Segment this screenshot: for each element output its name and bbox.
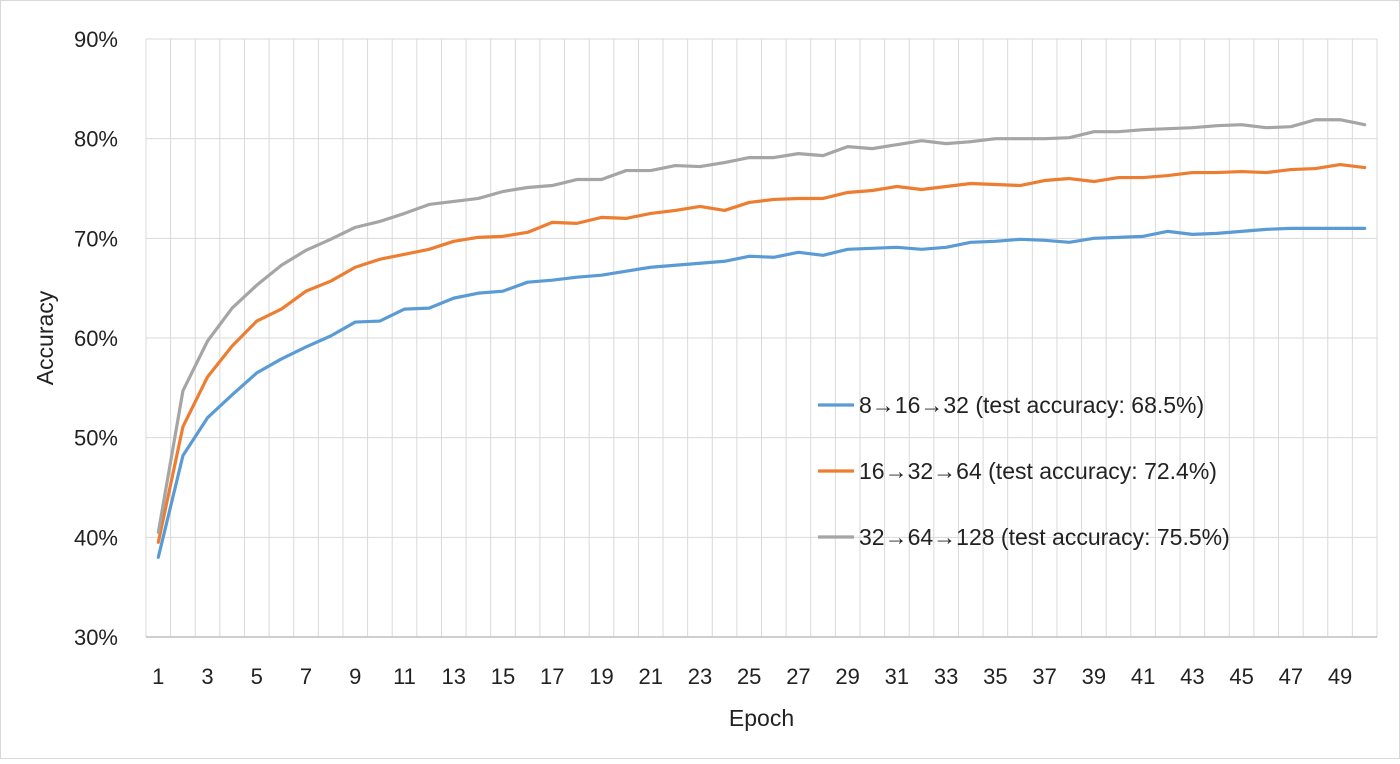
x-tick-label: 5 bbox=[251, 664, 263, 689]
x-axis-title: Epoch bbox=[729, 705, 794, 731]
x-tick-label: 23 bbox=[688, 664, 712, 689]
x-tick-label: 45 bbox=[1229, 664, 1253, 689]
y-tick-label: 70% bbox=[74, 226, 118, 251]
x-tick-label: 41 bbox=[1131, 664, 1155, 689]
y-tick-label: 90% bbox=[74, 27, 118, 52]
y-axis-tick-labels: 30% 40% 50% 60% 70% 80% 90% bbox=[74, 27, 118, 650]
series-lines bbox=[156, 118, 1367, 559]
x-tick-label: 21 bbox=[638, 664, 662, 689]
x-axis-tick-labels: 1 3 5 7 9 11 13 15 17 19 21 23 25 27 29 31 33 35 37 39 41 43 4… bbox=[152, 664, 1352, 689]
x-tick-label: 37 bbox=[1032, 664, 1056, 689]
x-tick-label: 47 bbox=[1279, 664, 1303, 689]
legend: 8→16→32 (test accuracy: 68.5%) 16→32→64 (… bbox=[818, 392, 1230, 550]
x-tick-label: 17 bbox=[540, 664, 564, 689]
x-tick-label: 39 bbox=[1082, 664, 1106, 689]
y-tick-label: 60% bbox=[74, 326, 118, 351]
x-tick-label: 13 bbox=[442, 664, 466, 689]
y-axis-title: Accuracy bbox=[32, 290, 58, 385]
x-tick-label: 7 bbox=[300, 664, 312, 689]
x-tick-label: 9 bbox=[349, 664, 361, 689]
y-tick-label: 30% bbox=[74, 625, 118, 650]
legend-label: 8→16→32 (test accuracy: 68.5%) bbox=[859, 392, 1204, 418]
x-tick-label: 25 bbox=[737, 664, 761, 689]
vertical-gridlines bbox=[145, 39, 1378, 637]
x-tick-label: 33 bbox=[934, 664, 958, 689]
y-tick-label: 50% bbox=[74, 426, 118, 451]
x-tick-label: 31 bbox=[885, 664, 909, 689]
series-line-1 bbox=[156, 226, 1367, 559]
x-tick-label: 29 bbox=[835, 664, 859, 689]
x-tick-label: 19 bbox=[589, 664, 613, 689]
x-tick-label: 43 bbox=[1180, 664, 1204, 689]
x-tick-label: 3 bbox=[201, 664, 213, 689]
y-tick-label: 80% bbox=[74, 127, 118, 152]
x-tick-label: 11 bbox=[393, 664, 416, 689]
y-tick-label: 40% bbox=[74, 525, 118, 550]
legend-label: 16→32→64 (test accuracy: 72.4%) bbox=[859, 458, 1217, 484]
x-tick-label: 15 bbox=[491, 664, 515, 689]
series-line-3 bbox=[156, 118, 1367, 534]
series-line-2 bbox=[156, 162, 1367, 544]
x-tick-label: 49 bbox=[1328, 664, 1352, 689]
x-tick-label: 35 bbox=[983, 664, 1007, 689]
legend-label: 32→64→128 (test accuracy: 75.5%) bbox=[859, 524, 1230, 550]
x-tick-label: 1 bbox=[152, 664, 164, 689]
x-tick-label: 27 bbox=[786, 664, 810, 689]
